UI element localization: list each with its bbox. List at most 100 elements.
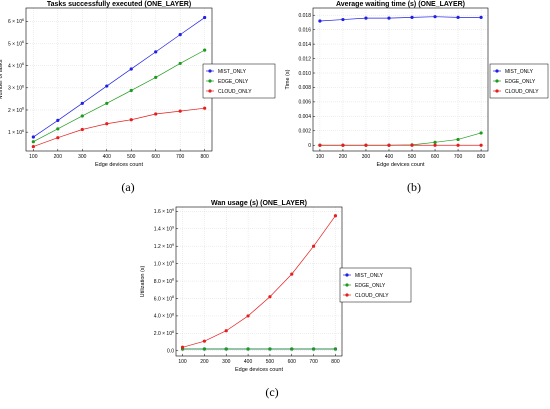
series-line-cloud-only — [33, 107, 205, 147]
data-point — [387, 143, 391, 147]
data-point — [387, 16, 391, 20]
x-tick-label: 200 — [339, 154, 348, 160]
legend-marker — [208, 79, 212, 83]
y-tick-label: 6 × 106 — [8, 18, 24, 25]
data-point — [312, 244, 316, 248]
y-tick-label: 0.018 — [298, 13, 311, 19]
legend-marker — [345, 273, 349, 277]
y-axis-label: Time (s) — [285, 69, 291, 89]
x-tick-label: 500 — [408, 154, 417, 160]
data-point — [246, 314, 250, 318]
data-point — [433, 140, 437, 144]
chart-average-waiting-time: Average waiting time (s) (ONE_LAYER) 100 2… — [285, 1, 549, 168]
legend-marker — [495, 69, 499, 73]
x-tick-label: 700 — [176, 154, 185, 160]
y-tick-label: 0.016 — [298, 27, 311, 33]
x-tick-label: 600 — [152, 154, 161, 160]
chart-title: Average waiting time (s) (ONE_LAYER) — [336, 1, 465, 8]
x-tick-label: 600 — [431, 154, 440, 160]
data-point — [333, 347, 338, 351]
y-tick-label: 2.0 × 108 — [154, 330, 174, 337]
x-tick-label: 300 — [78, 154, 87, 160]
data-point — [154, 50, 158, 54]
data-point — [341, 17, 345, 22]
plot-area — [313, 8, 488, 151]
data-point — [364, 143, 368, 147]
x-tick-label: 100 — [316, 154, 325, 160]
x-tick-label: 400 — [244, 359, 253, 365]
data-point — [456, 143, 460, 147]
legend-entry: CLOUD_ONLY — [218, 89, 252, 95]
legend-entry: EDGE_ONLY — [218, 79, 249, 85]
legend: MIST_ONLY EDGE_ONLY CLOUD_ONLY — [339, 267, 412, 303]
y-tick-label: 1 × 106 — [8, 129, 24, 136]
legend: MIST_ONLY EDGE_ONLY CLOUD_ONLY — [489, 63, 549, 99]
legend-entry: MIST_ONLY — [355, 273, 384, 279]
y-tick-label: 0.012 — [298, 56, 311, 62]
legend-marker — [345, 283, 349, 287]
data-point — [56, 127, 60, 131]
data-point — [178, 109, 182, 113]
y-tick-label: 1.6 × 109 — [154, 208, 174, 215]
x-tick-label: 700 — [454, 154, 463, 160]
data-point — [31, 144, 35, 149]
legend-entry: EDGE_ONLY — [505, 79, 536, 85]
series-line-mist-only — [319, 16, 482, 22]
series-line-edge-only — [33, 49, 205, 142]
y-tick-label: 0 — [308, 143, 311, 149]
legend: MIST_ONLY EDGE_ONLY CLOUD_ONLY — [202, 63, 276, 99]
data-point — [31, 140, 35, 144]
data-point — [333, 214, 338, 218]
legend-box — [339, 267, 412, 303]
y-tick-label: 0.002 — [298, 129, 311, 135]
y-tick-label: 4.0 × 108 — [154, 313, 174, 320]
data-point — [80, 101, 84, 105]
y-tick-label: 3 × 106 — [8, 84, 24, 91]
x-tick-label: 500 — [266, 359, 275, 365]
data-point — [154, 75, 158, 79]
x-axis-label: Edge devices count — [95, 162, 143, 168]
data-point — [178, 33, 182, 37]
panel-label-a: (a) — [121, 180, 134, 194]
data-point — [154, 112, 158, 116]
plot-area — [26, 8, 212, 151]
y-tick-label: 0.008 — [298, 85, 311, 91]
data-point — [31, 135, 35, 139]
x-tick-label: 200 — [54, 154, 63, 160]
data-point — [433, 15, 437, 19]
chart-title: Tasks successfully executed (ONE_LAYER) — [47, 1, 191, 8]
legend-marker — [345, 293, 349, 297]
data-point — [479, 15, 483, 19]
legend-entry: CLOUD_ONLY — [355, 293, 389, 299]
x-axis-label: Edge devices count — [376, 162, 424, 168]
chart-wan-usage: Wan usage (s) (ONE_LAYER) 100 200 300 400 500… — [140, 200, 412, 373]
x-tick-label: 400 — [385, 154, 394, 160]
legend-box — [202, 63, 276, 99]
x-tick-label: 300 — [362, 154, 371, 160]
data-point — [203, 15, 207, 20]
data-point — [290, 272, 294, 276]
y-tick-label: 4 × 106 — [8, 62, 24, 69]
legend-marker — [208, 89, 212, 93]
data-point — [246, 347, 250, 351]
plot-area — [176, 207, 342, 356]
data-point — [202, 347, 206, 351]
data-point — [105, 122, 109, 126]
data-point — [80, 127, 84, 132]
data-point — [105, 101, 109, 105]
data-point — [224, 329, 228, 333]
data-point — [224, 347, 228, 351]
data-point — [80, 114, 84, 118]
x-tick-label: 800 — [200, 154, 209, 160]
data-point — [479, 131, 483, 135]
y-tick-label: 1.4 × 109 — [154, 225, 174, 232]
data-point — [268, 295, 272, 299]
data-point — [290, 347, 294, 351]
data-point — [56, 118, 60, 123]
data-point — [203, 48, 207, 52]
data-point — [129, 88, 133, 93]
data-point — [56, 136, 60, 140]
y-tick-label: 8.0 × 108 — [154, 278, 174, 285]
x-tick-label: 800 — [477, 154, 486, 160]
